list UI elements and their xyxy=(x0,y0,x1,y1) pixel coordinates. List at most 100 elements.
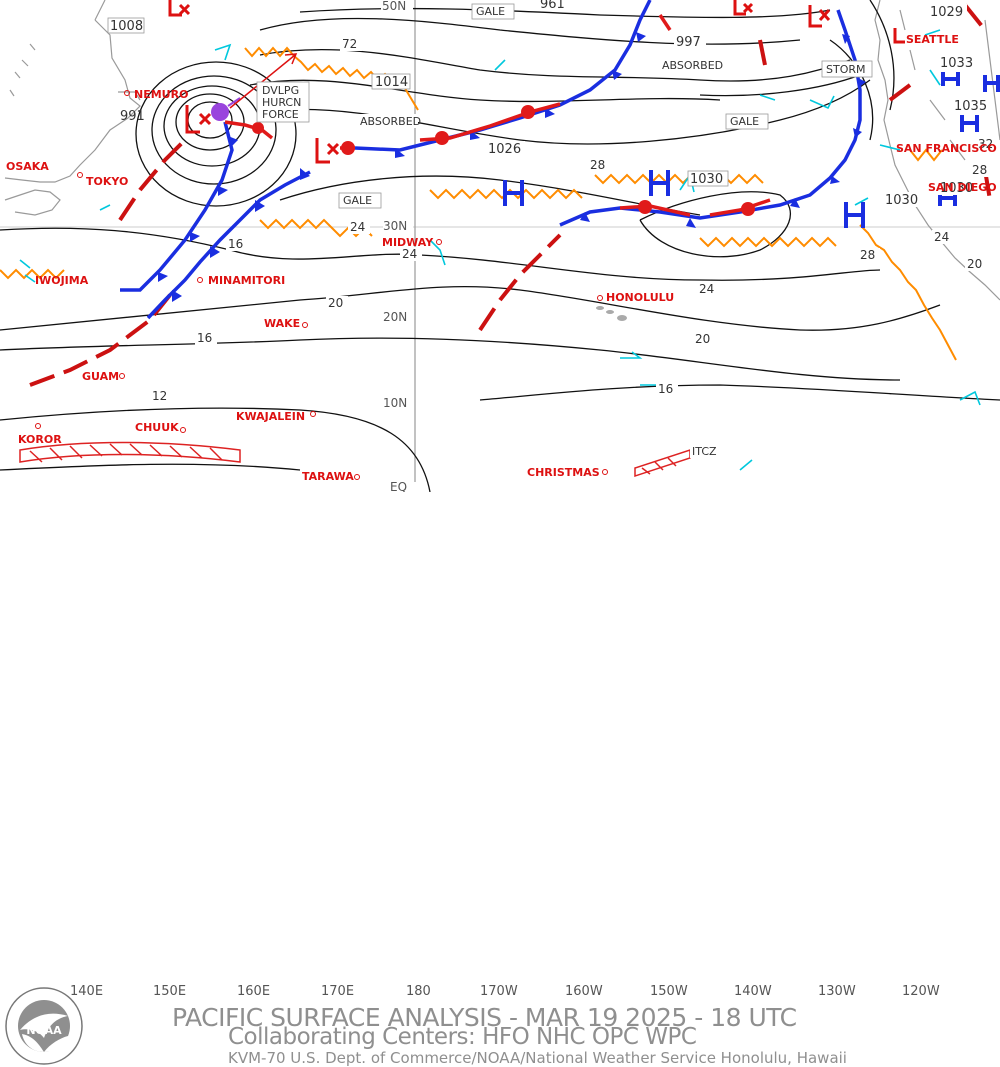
high-center-icon xyxy=(844,202,865,228)
svg-text:12: 12 xyxy=(152,389,167,403)
map-canvas: 50N 30N 20N 10N EQ 72 24 20 16 12 24 28 … xyxy=(0,0,1000,494)
svg-text:997: 997 xyxy=(676,35,701,50)
latitude-labels: 50N 30N 20N 10N EQ xyxy=(381,0,416,494)
svg-text:16: 16 xyxy=(197,331,212,345)
lon-label: 140W xyxy=(734,984,772,999)
city-labels: NEMURO OSAKA TOKYO IWOJIMA MINAMITORI WA… xyxy=(6,33,997,483)
svg-text:1033: 1033 xyxy=(940,56,973,71)
svg-text:HONOLULU: HONOLULU xyxy=(606,291,674,304)
svg-text:KOROR: KOROR xyxy=(18,433,62,446)
lat-label: 10N xyxy=(383,396,407,410)
page-subtitle: Collaborating Centers: HFO NHC OPC WPC xyxy=(228,1024,697,1050)
pressure-values: 1008 991 1014 1026 1030 1030 1030 1029 1… xyxy=(107,0,991,208)
weather-map: 50N 30N 20N 10N EQ 72 24 20 16 12 24 28 … xyxy=(0,0,1000,494)
svg-text:SAN DIEGO: SAN DIEGO xyxy=(928,181,997,194)
svg-text:GALE: GALE xyxy=(476,5,505,18)
developing-hurricane-icon xyxy=(211,53,298,121)
svg-text:20: 20 xyxy=(695,332,710,346)
high-center-icon xyxy=(503,180,524,206)
svg-text:TARAWA: TARAWA xyxy=(302,470,354,483)
svg-text:ITCZ: ITCZ xyxy=(692,445,717,458)
svg-text:24: 24 xyxy=(350,220,365,234)
svg-text:24: 24 xyxy=(934,230,949,244)
grid xyxy=(0,0,1000,492)
noaa-logo-icon: NOAA xyxy=(5,987,83,1065)
svg-text:SAN FRANCISCO: SAN FRANCISCO xyxy=(896,142,997,155)
warning-boxes: GALE GALE GALE STORM ABSORBED ABSORBED D… xyxy=(256,3,873,458)
lat-label: 50N xyxy=(382,0,406,13)
low-center-icon xyxy=(893,28,905,44)
svg-text:CHRISTMAS: CHRISTMAS xyxy=(527,466,600,479)
svg-text:OSAKA: OSAKA xyxy=(6,160,49,173)
svg-text:28: 28 xyxy=(590,158,605,172)
land-hawaii xyxy=(596,306,627,321)
svg-text:MINAMITORI: MINAMITORI xyxy=(208,274,285,287)
wind-barbs xyxy=(19,29,981,471)
svg-text:1008: 1008 xyxy=(110,19,143,34)
warm-front-bumps xyxy=(252,105,755,216)
low-center-icon xyxy=(185,105,212,134)
high-center-icon xyxy=(649,170,670,196)
svg-text:961: 961 xyxy=(540,0,565,12)
credit-line: KVM-70 U.S. Dept. of Commerce/NOAA/Natio… xyxy=(228,1049,847,1067)
itcz xyxy=(19,441,691,478)
svg-text:GALE: GALE xyxy=(343,194,372,207)
svg-text:DVLPG: DVLPG xyxy=(262,84,299,97)
land-japan xyxy=(4,0,141,216)
lon-label: 170W xyxy=(480,984,518,999)
svg-text:STORM: STORM xyxy=(826,63,866,76)
low-center-icon xyxy=(315,138,340,164)
lon-label: 150W xyxy=(650,984,688,999)
svg-text:GALE: GALE xyxy=(730,115,759,128)
isobar-labels: 72 24 20 16 12 24 28 24 20 16 28 24 20 3… xyxy=(150,37,998,403)
svg-text:1030: 1030 xyxy=(885,193,918,208)
land-north-america xyxy=(874,0,1000,301)
svg-text:1030: 1030 xyxy=(690,172,723,187)
lat-label: 30N xyxy=(383,219,407,233)
low-center-icon xyxy=(168,0,191,17)
lon-label: 120W xyxy=(902,984,940,999)
high-center-icon xyxy=(983,75,1000,92)
svg-text:32: 32 xyxy=(978,137,993,151)
low-symbols xyxy=(168,0,905,164)
svg-text:FORCE: FORCE xyxy=(262,108,299,121)
svg-text:28: 28 xyxy=(972,163,987,177)
lon-label: 170E xyxy=(321,984,355,999)
lat-label: EQ xyxy=(390,480,407,492)
ridges xyxy=(0,46,957,361)
lon-label: 160W xyxy=(565,984,603,999)
svg-text:TOKYO: TOKYO xyxy=(86,175,128,188)
svg-text:IWOJIMA: IWOJIMA xyxy=(35,274,89,287)
lon-label: 160E xyxy=(237,984,271,999)
svg-text:NEMURO: NEMURO xyxy=(134,88,188,101)
svg-text:20: 20 xyxy=(967,257,982,271)
svg-text:WAKE: WAKE xyxy=(264,317,300,330)
footer: 140E 150E 160E 170E 180 170W 160W 150W 1… xyxy=(0,492,1000,1067)
svg-text:1029: 1029 xyxy=(930,5,963,20)
svg-text:20: 20 xyxy=(328,296,343,310)
svg-text:1035: 1035 xyxy=(954,99,987,114)
svg-text:72: 72 xyxy=(342,37,357,51)
high-symbols xyxy=(503,72,1000,228)
lon-label: 180 xyxy=(406,984,431,999)
high-center-icon xyxy=(941,72,960,86)
svg-text:16: 16 xyxy=(658,382,673,396)
svg-text:16: 16 xyxy=(228,237,243,251)
svg-text:ABSORBED: ABSORBED xyxy=(662,59,723,72)
lon-label: 150E xyxy=(153,984,187,999)
svg-text:1030: 1030 xyxy=(940,181,973,196)
svg-text:991: 991 xyxy=(120,109,145,124)
low-center-icon xyxy=(808,5,831,28)
svg-text:24: 24 xyxy=(402,247,417,261)
cold-front-teeth xyxy=(158,32,866,302)
svg-text:MIDWAY: MIDWAY xyxy=(382,236,434,249)
svg-text:HURCN: HURCN xyxy=(262,96,301,109)
lat-label: 20N xyxy=(383,310,407,324)
svg-text:GUAM: GUAM xyxy=(82,370,119,383)
svg-text:SEATTLE: SEATTLE xyxy=(906,33,959,46)
svg-text:CHUUK: CHUUK xyxy=(135,421,179,434)
svg-text:28: 28 xyxy=(860,248,875,262)
svg-text:KWAJALEIN: KWAJALEIN xyxy=(236,410,305,423)
svg-text:ABSORBED: ABSORBED xyxy=(360,115,421,128)
svg-text:24: 24 xyxy=(699,282,714,296)
